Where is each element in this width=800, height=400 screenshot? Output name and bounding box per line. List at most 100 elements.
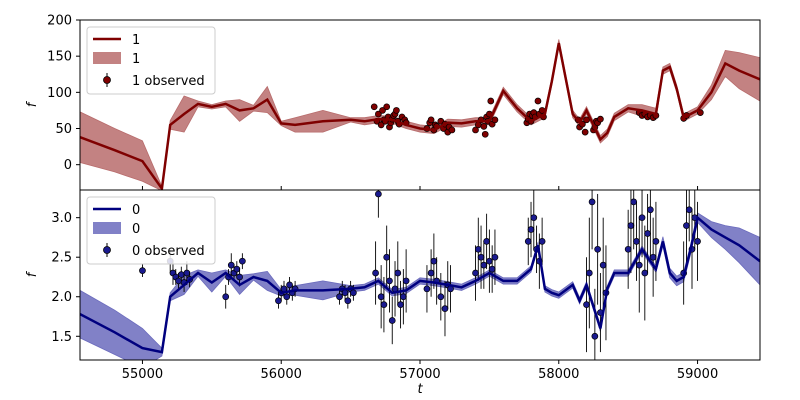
x-axis-label: t — [417, 382, 423, 397]
top-model-line — [80, 42, 760, 190]
observed-point — [624, 245, 632, 253]
observed-point — [423, 285, 431, 293]
observed-point — [638, 214, 646, 222]
observed-point — [683, 222, 690, 229]
observed-point — [472, 269, 479, 277]
bottom-legend-band-label: 0 — [132, 222, 140, 237]
observed-point — [583, 301, 590, 309]
observed-point — [635, 261, 643, 269]
y-tick-label: 200 — [47, 14, 72, 29]
observed-point — [233, 265, 241, 273]
bottom-legend-line-label: 0 — [132, 203, 140, 218]
observed-point — [696, 109, 704, 116]
observed-point — [383, 103, 391, 111]
bottom-model-line — [80, 215, 760, 354]
observed-point — [594, 245, 601, 253]
observed-point — [441, 305, 449, 312]
bottom-panel: 1.5 2.0 2.5 3.0 55000 56000 57000 58000 59000 f… — [25, 186, 761, 397]
bottom-legend: 0 0 0 observed — [86, 196, 216, 265]
observed-point — [652, 238, 660, 245]
observed-point — [649, 253, 657, 261]
x-ticks: 55000 56000 57000 58000 59000 — [122, 186, 718, 382]
y-tick-label: 50 — [55, 122, 72, 137]
observed-point — [183, 269, 191, 277]
observed-point — [534, 97, 542, 105]
observed-point — [583, 116, 590, 124]
observed-point — [644, 230, 651, 237]
observed-point — [524, 238, 532, 245]
observed-point — [336, 293, 343, 301]
observed-point — [641, 269, 649, 277]
observed-point — [481, 130, 489, 138]
observed-point — [397, 301, 404, 309]
top-legend: 1 1 1 observed — [86, 26, 216, 95]
observed-point — [350, 289, 357, 297]
bottom-confidence-band — [80, 212, 760, 360]
observed-point — [236, 273, 243, 281]
bottom-legend-observed-label: 0 observed — [132, 244, 205, 259]
x-tick-label: 56000 — [261, 367, 302, 382]
observed-point — [375, 190, 382, 198]
observed-point — [448, 126, 456, 134]
observed-point — [430, 257, 438, 265]
bottom-y-axis-label: f — [25, 270, 40, 277]
top-legend-band-label: 1 — [132, 52, 140, 67]
y-tick-label: 1.5 — [51, 330, 72, 345]
observed-point — [472, 126, 479, 134]
observed-point — [488, 265, 496, 273]
x-tick-label: 59000 — [677, 367, 718, 382]
observed-point — [399, 293, 407, 301]
observed-point — [694, 238, 701, 245]
y-tick-label: 3.0 — [51, 211, 72, 226]
observed-point — [581, 128, 589, 136]
observed-point — [591, 332, 599, 340]
y-tick-label: 150 — [47, 50, 72, 65]
bottom-legend-point-swatch — [103, 246, 111, 254]
observed-point — [402, 277, 410, 285]
observed-point — [588, 198, 596, 206]
y-tick-label: 100 — [47, 86, 72, 101]
observed-point — [227, 261, 235, 269]
observed-point — [480, 122, 488, 130]
observed-point — [393, 107, 400, 114]
y-tick-label: 0 — [64, 158, 72, 173]
observed-point — [380, 301, 388, 309]
observed-point — [275, 297, 282, 305]
observed-point — [386, 277, 393, 285]
observed-point — [627, 222, 635, 229]
top-legend-observed-label: 1 observed — [132, 74, 205, 89]
observed-point — [527, 226, 535, 233]
bottom-y-ticks: 1.5 2.0 2.5 3.0 — [51, 211, 80, 345]
top-legend-line-label: 1 — [132, 33, 140, 48]
top-legend-band-swatch — [93, 52, 121, 64]
x-tick-label: 58000 — [538, 367, 579, 382]
observed-point — [599, 261, 607, 269]
observed-point — [585, 269, 593, 277]
observed-point — [375, 110, 382, 118]
observed-point — [491, 116, 499, 124]
observed-point — [175, 277, 182, 285]
top-panel: 0 50 100 150 200 f 1 1 1 observed — [25, 14, 761, 191]
observed-point — [222, 293, 230, 301]
bottom-legend-band-swatch — [93, 222, 121, 234]
observed-point — [477, 253, 485, 261]
observed-point — [344, 297, 352, 305]
top-y-ticks: 0 50 100 150 200 — [47, 14, 80, 173]
observed-point — [139, 267, 146, 275]
observed-point — [427, 269, 435, 277]
x-tick-label: 57000 — [399, 367, 440, 382]
observed-point — [372, 269, 379, 277]
observed-point — [377, 121, 385, 129]
observed-point — [239, 257, 246, 265]
observed-point — [377, 293, 385, 301]
observed-point — [394, 269, 402, 277]
y-tick-label: 2.5 — [51, 251, 72, 266]
observed-point — [383, 253, 391, 261]
y-tick-label: 2.0 — [51, 290, 72, 305]
observed-point — [630, 198, 638, 206]
observed-point — [685, 206, 693, 214]
observed-point — [388, 317, 396, 324]
top-legend-point-swatch — [103, 76, 111, 84]
observed-point — [633, 238, 640, 245]
observed-point — [177, 271, 185, 278]
